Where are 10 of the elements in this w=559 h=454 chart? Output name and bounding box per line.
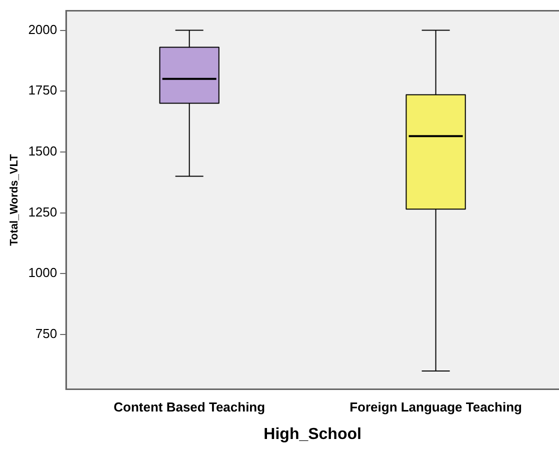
x-axis-title: High_School: [264, 426, 362, 443]
y-axis-title: Total_Words_VLT: [8, 154, 21, 246]
y-tick-label: 2000: [28, 22, 58, 37]
x-tick-label: Content Based Teaching: [114, 400, 266, 415]
y-tick-label: 750: [35, 326, 58, 342]
y-tick-label: 1000: [28, 265, 58, 280]
y-tick-label: 1500: [28, 144, 58, 159]
y-tick-label: 1750: [28, 82, 58, 98]
x-tick-label: Foreign Language Teaching: [350, 400, 522, 415]
y-tick-label: 1250: [28, 204, 58, 220]
